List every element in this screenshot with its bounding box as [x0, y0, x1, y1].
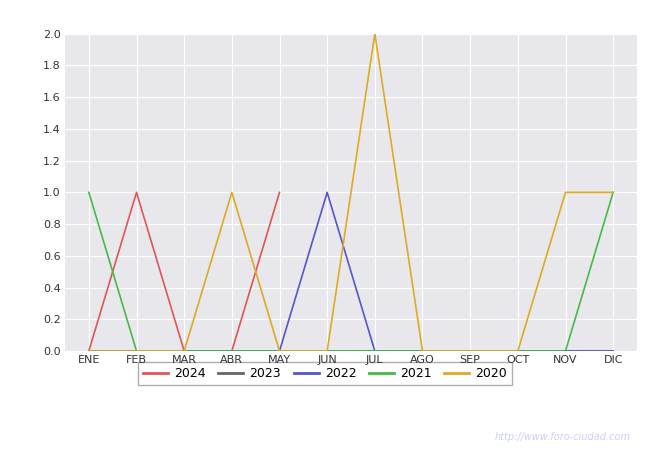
Text: Matriculaciones de Vehiculos en Muelas de los Caballeros: Matriculaciones de Vehiculos en Muelas d…: [114, 9, 536, 24]
Text: http://www.foro-ciudad.com: http://www.foro-ciudad.com: [495, 432, 630, 441]
Legend: 2024, 2023, 2022, 2021, 2020: 2024, 2023, 2022, 2021, 2020: [138, 362, 512, 385]
